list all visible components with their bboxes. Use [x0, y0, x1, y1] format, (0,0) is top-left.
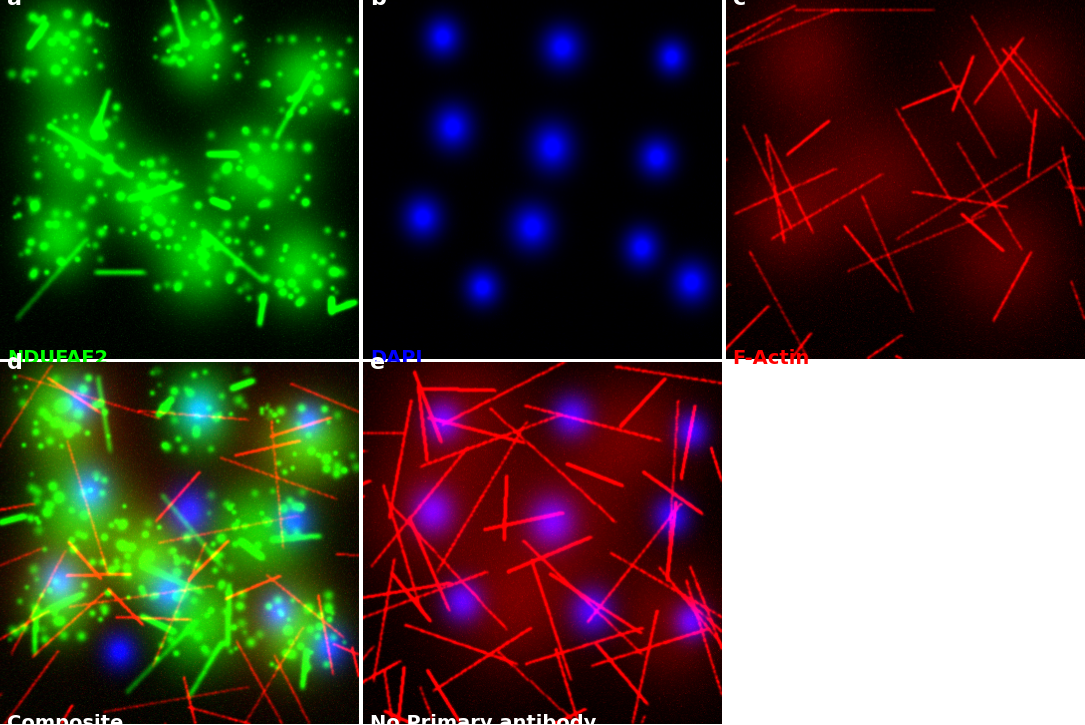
Text: c: c — [732, 0, 746, 9]
Text: Composite: Composite — [8, 714, 124, 725]
Text: No Primary antibody: No Primary antibody — [370, 714, 597, 725]
Text: F-Actin: F-Actin — [732, 349, 809, 368]
Text: e: e — [370, 353, 385, 373]
Text: d: d — [8, 353, 23, 373]
Text: b: b — [370, 0, 386, 9]
Text: NDUFAF2: NDUFAF2 — [8, 349, 108, 368]
Text: DAPI: DAPI — [370, 349, 422, 368]
Text: a: a — [8, 0, 22, 9]
